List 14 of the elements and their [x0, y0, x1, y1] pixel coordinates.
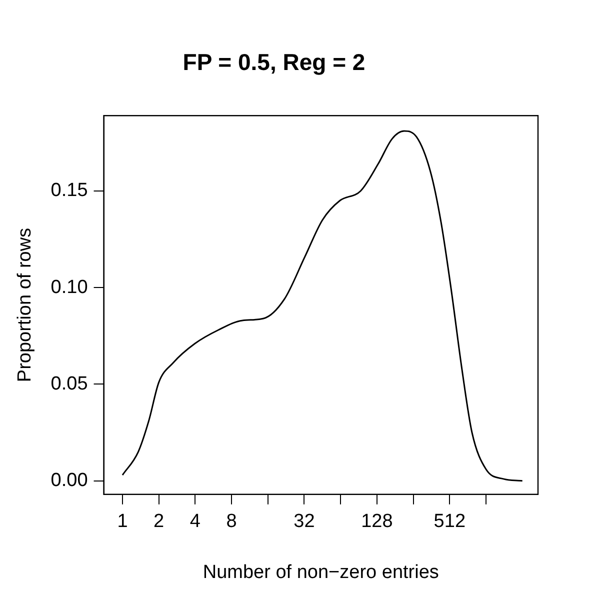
x-tick-label: 32 [294, 511, 315, 532]
y-axis-title: Proportion of rows [14, 228, 36, 382]
x-tick-label: 128 [361, 511, 393, 532]
y-tick-label: 0.10 [50, 276, 88, 298]
x-tick-label: 8 [226, 511, 237, 532]
x-tick-label: 1 [117, 511, 128, 532]
x-axis-title: Number of non−zero entries [202, 562, 439, 583]
y-tick-label: 0.00 [50, 470, 88, 492]
x-tick-label: 4 [190, 511, 201, 532]
x-tick-label: 2 [154, 511, 164, 532]
x-tick-label: 512 [434, 511, 466, 532]
y-tick-label: 0.15 [50, 180, 88, 202]
chart-title: FP = 0.5, Reg = 2 [182, 49, 366, 76]
y-tick-label: 0.05 [50, 373, 88, 394]
